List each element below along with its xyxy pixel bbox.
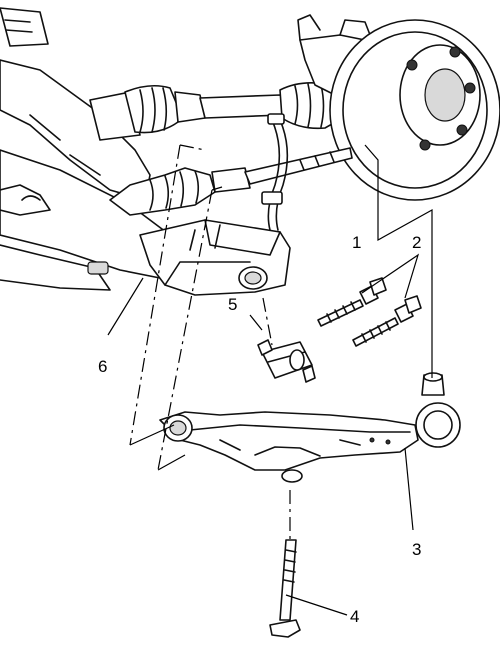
rear-mount-bracket [139, 219, 291, 296]
vertical-bolt [269, 539, 301, 638]
callout-5: 5 [228, 295, 237, 314]
callout-6: 6 [98, 357, 107, 376]
tie-rod [109, 147, 353, 216]
pivot-bolt-upper [317, 277, 387, 327]
inner-axle-shaft [89, 84, 291, 141]
ball-joint [415, 372, 461, 448]
leader-lines [107, 144, 433, 616]
callout-3: 3 [412, 540, 421, 559]
rear-bushing [257, 339, 316, 383]
subframe-crossmember [0, 7, 186, 291]
lower-control-arm [159, 411, 419, 483]
pivot-bolt-lower [352, 295, 422, 347]
brake-hose [261, 113, 289, 231]
callout-1: 1 [352, 233, 361, 252]
callout-2: 2 [412, 233, 421, 252]
callout-4: 4 [350, 607, 359, 626]
brake-rotor [329, 19, 500, 201]
